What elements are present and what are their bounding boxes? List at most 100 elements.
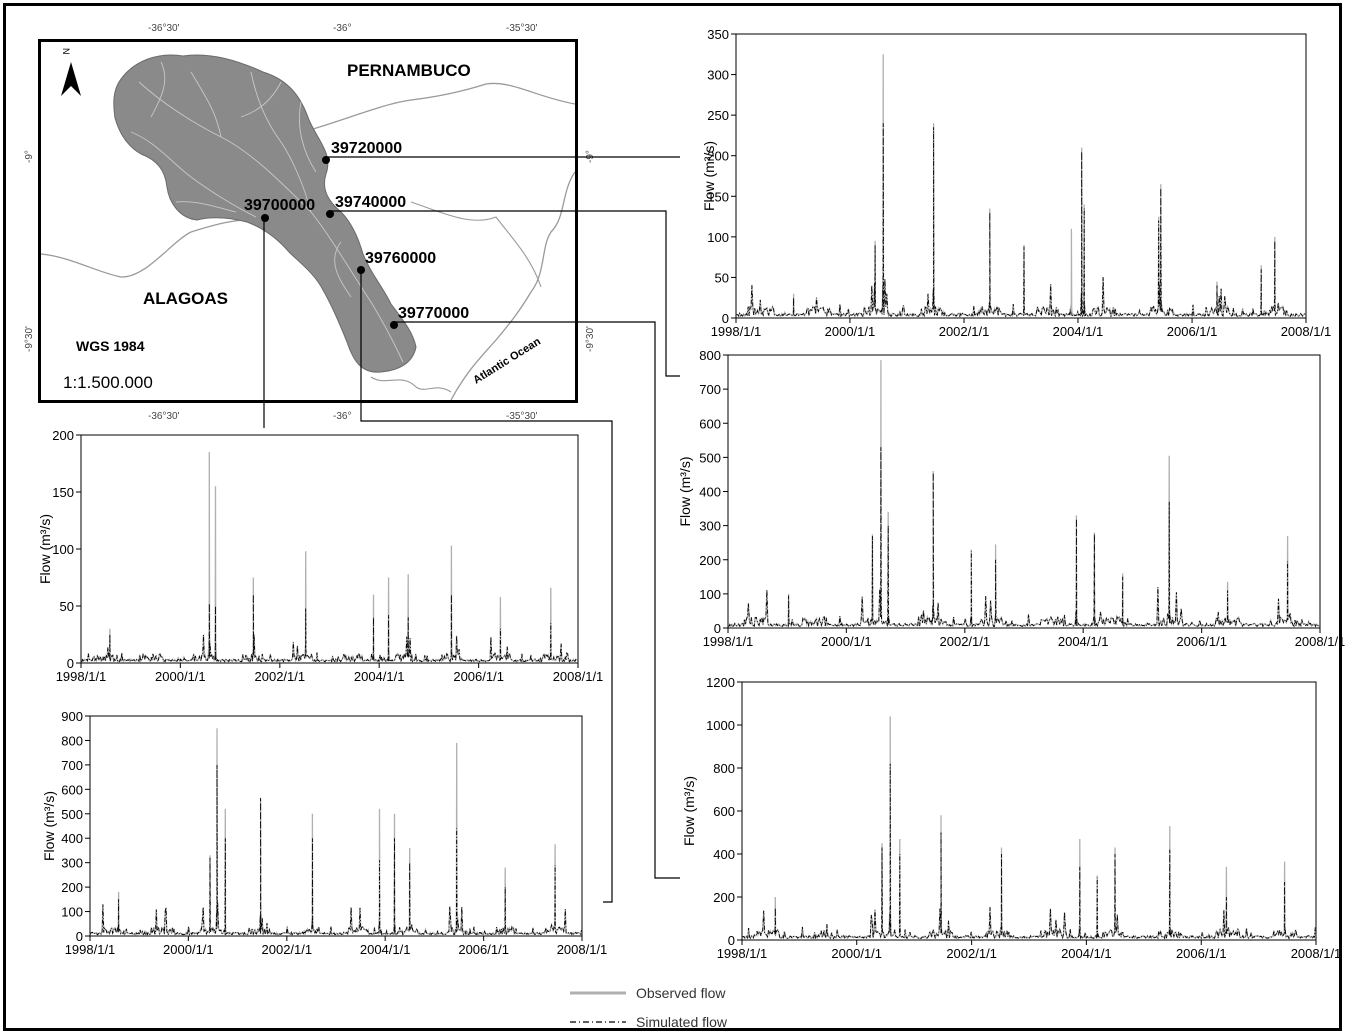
x-tick-label: 2002/1/1 <box>946 946 997 961</box>
y-tick-label: 150 <box>707 189 729 204</box>
y-tick-label: 400 <box>713 847 735 862</box>
state-label-pernambuco: PERNAMBUCO <box>347 61 471 80</box>
observed-flow-line <box>741 716 1317 941</box>
y-tick-label: 100 <box>699 587 721 602</box>
y-tick-label: 500 <box>699 450 721 465</box>
x-tick-label: 2002/1/1 <box>255 669 306 684</box>
simulated-flow-line <box>735 123 1306 318</box>
y-tick-label: 800 <box>713 761 735 776</box>
x-tick-label: 2004/1/1 <box>360 942 411 957</box>
north-arrow-label: N <box>61 48 71 55</box>
y-tick-label: 200 <box>707 149 729 164</box>
x-tick-label: 1998/1/1 <box>717 946 768 961</box>
y-tick-label: 300 <box>707 68 729 83</box>
x-tick-label: 2008/1/1 <box>1291 946 1342 961</box>
x-tick-label: 2000/1/1 <box>825 324 876 339</box>
x-tick-label: 2002/1/1 <box>262 942 313 957</box>
y-tick-label: 600 <box>699 416 721 431</box>
y-tick-label: 300 <box>61 856 83 871</box>
x-tick-label: 2004/1/1 <box>1053 324 1104 339</box>
x-tick-label: 2000/1/1 <box>831 946 882 961</box>
y-tick-label: 400 <box>699 485 721 500</box>
y-tick-label: 0 <box>714 621 721 636</box>
x-tick-label: 2008/1/1 <box>1281 324 1332 339</box>
station-label-39720000: 39720000 <box>331 140 402 157</box>
y-tick-label: 50 <box>60 599 74 614</box>
y-tick-label: 700 <box>699 382 721 397</box>
x-tick-label: 2006/1/1 <box>453 669 504 684</box>
y-axis-title: Flow (m³/s) <box>701 141 717 211</box>
legend-simulated-label: Simulated flow <box>636 1014 728 1030</box>
y-axis-title: Flow (m³/s) <box>681 776 697 846</box>
y-tick-label: 100 <box>52 542 74 557</box>
y-tick-label: 100 <box>61 905 83 920</box>
simulated-flow-line <box>727 447 1320 628</box>
y-tick-label: 1000 <box>706 718 735 733</box>
x-tick-label: 2000/1/1 <box>155 669 206 684</box>
x-tick-label: 2004/1/1 <box>1061 946 1112 961</box>
station-dot-39720000 <box>322 156 330 164</box>
x-tick-label: 2004/1/1 <box>354 669 405 684</box>
y-tick-label: 200 <box>699 553 721 568</box>
y-tick-label: 700 <box>61 758 83 773</box>
x-tick-label: 2008/1/1 <box>553 669 604 684</box>
x-tick-label: 2008/1/1 <box>557 942 608 957</box>
y-axis-title: Flow (m³/s) <box>37 514 53 584</box>
y-tick-label: 200 <box>61 880 83 895</box>
y-tick-label: 800 <box>61 733 83 748</box>
station-label-39740000: 39740000 <box>335 194 406 211</box>
north-arrow-icon <box>61 62 81 96</box>
y-tick-label: 500 <box>61 807 83 822</box>
y-tick-label: 150 <box>52 485 74 500</box>
y-tick-label: 0 <box>76 929 83 944</box>
x-tick-label: 1998/1/1 <box>56 669 107 684</box>
x-tick-label: 1998/1/1 <box>65 942 116 957</box>
x-tick-label: 2006/1/1 <box>458 942 509 957</box>
y-tick-label: 250 <box>707 108 729 123</box>
y-tick-label: 0 <box>722 311 729 326</box>
y-axis-title: Flow (m³/s) <box>41 791 57 861</box>
y-tick-label: 200 <box>713 890 735 905</box>
x-tick-label: 2000/1/1 <box>163 942 214 957</box>
x-tick-label: 2004/1/1 <box>1058 634 1109 649</box>
x-tick-label: 2006/1/1 <box>1176 634 1227 649</box>
y-tick-label: 50 <box>715 270 729 285</box>
state-label-alagoas: ALAGOAS <box>143 289 228 308</box>
scale-label: 1:1.500.000 <box>63 373 153 392</box>
y-tick-label: 1200 <box>706 675 735 690</box>
y-tick-label: 350 <box>707 27 729 42</box>
simulated-flow-line <box>89 764 582 937</box>
y-tick-label: 600 <box>713 804 735 819</box>
station-label-39700000: 39700000 <box>244 197 315 214</box>
y-tick-label: 0 <box>728 933 735 948</box>
y-axis-title: Flow (m³/s) <box>677 457 693 527</box>
x-tick-label: 1998/1/1 <box>703 634 754 649</box>
state-boundary-line <box>285 82 575 138</box>
x-tick-label: 2006/1/1 <box>1176 946 1227 961</box>
plot-area <box>735 33 1307 319</box>
x-tick-label: 2002/1/1 <box>939 324 990 339</box>
state-boundary-line-2 <box>41 218 272 278</box>
y-tick-label: 600 <box>61 782 83 797</box>
y-tick-label: 900 <box>61 709 83 724</box>
y-tick-label: 400 <box>61 831 83 846</box>
x-tick-label: 2000/1/1 <box>821 634 872 649</box>
x-tick-label: 2002/1/1 <box>940 634 991 649</box>
y-tick-label: 100 <box>707 230 729 245</box>
legend-observed-label: Observed flow <box>636 985 726 1001</box>
x-tick-label: 2006/1/1 <box>1167 324 1218 339</box>
plot-area <box>89 715 583 937</box>
y-tick-label: 200 <box>52 428 74 443</box>
station-dot-39700000 <box>261 214 269 222</box>
figure-frame <box>3 3 1342 1031</box>
datum-label: WGS 1984 <box>76 338 145 354</box>
x-tick-label: 2008/1/1 <box>1295 634 1346 649</box>
x-tick-label: 1998/1/1 <box>711 324 762 339</box>
simulated-flow-line <box>80 594 578 664</box>
